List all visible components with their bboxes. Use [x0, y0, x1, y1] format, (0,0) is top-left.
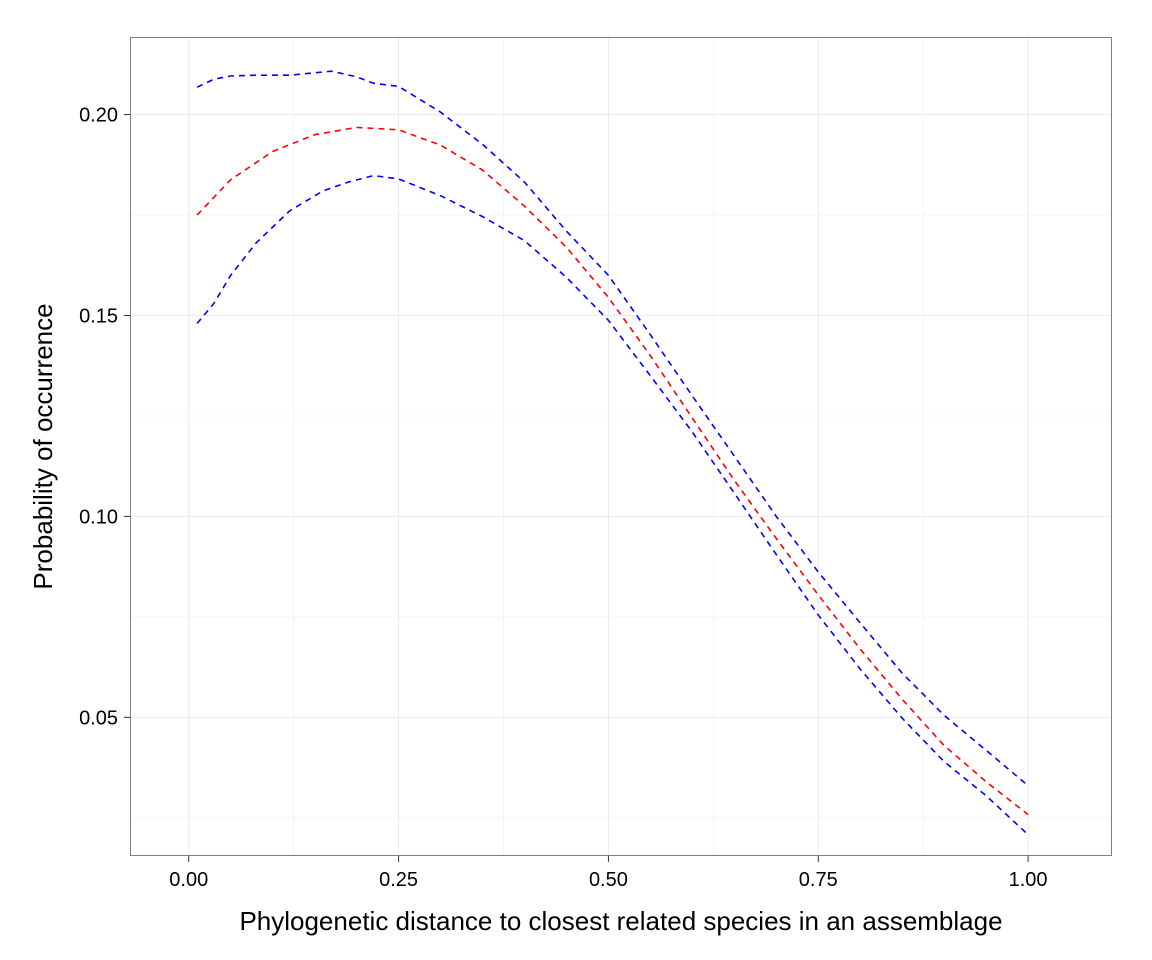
x-tick-label: 0.25: [379, 869, 418, 891]
y-tick-label: 0.20: [79, 105, 118, 127]
x-axis: 0.00 0.25 0.50 0.75 1.00: [169, 856, 1048, 891]
upper-confidence-line: [196, 70, 1029, 787]
x-tick-label: 0.00: [169, 869, 208, 891]
y-tick-label: 0.10: [79, 506, 118, 528]
y-axis-title: Probability of occurrence: [28, 303, 58, 589]
x-axis-title: Phylogenetic distance to closest related…: [239, 906, 1002, 936]
plot-panel-border: [130, 37, 1112, 856]
lower-confidence-line: [196, 174, 1029, 836]
x-tick-label: 1.00: [1009, 869, 1048, 891]
series-layer: [196, 70, 1029, 836]
y-tick-label: 0.05: [79, 707, 118, 729]
y-tick-label: 0.15: [79, 305, 118, 327]
x-tick-label: 0.75: [799, 869, 838, 891]
major-gridlines: [130, 37, 1112, 856]
minor-gridlines: [130, 37, 1112, 856]
y-axis: 0.05 0.10 0.15 0.20: [79, 105, 130, 729]
x-tick-label: 0.50: [589, 869, 628, 891]
fitted-line: [196, 126, 1029, 816]
